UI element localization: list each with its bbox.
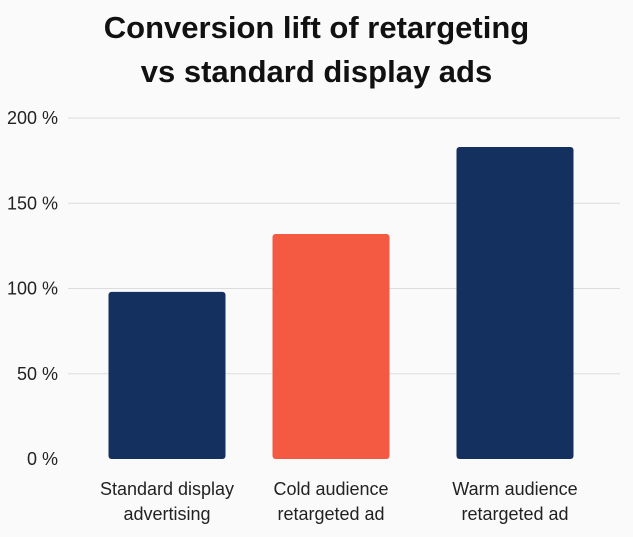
chart-title-line: Conversion lift of retargeting — [103, 10, 530, 45]
x-tick-label: retargeted ad — [277, 504, 384, 524]
bar — [272, 233, 390, 459]
y-tick-label: 200 % — [7, 108, 58, 128]
y-tick-label: 0 % — [27, 449, 58, 469]
chart-title: Conversion lift of retargeting vs standa… — [0, 6, 633, 94]
x-tick-label: Cold audience — [273, 479, 388, 499]
y-tick-label: 50 % — [17, 364, 58, 384]
x-tick-label: advertising — [123, 504, 210, 524]
y-tick-label: 150 % — [7, 193, 58, 213]
x-tick-label: Standard display — [100, 479, 234, 499]
bar — [456, 146, 574, 460]
chart-title-line: vs standard display ads — [140, 54, 493, 89]
x-tick-label: retargeted ad — [461, 504, 568, 524]
x-tick-label: Warm audience — [452, 479, 577, 499]
y-tick-label: 100 % — [7, 279, 58, 299]
bar — [108, 291, 226, 459]
